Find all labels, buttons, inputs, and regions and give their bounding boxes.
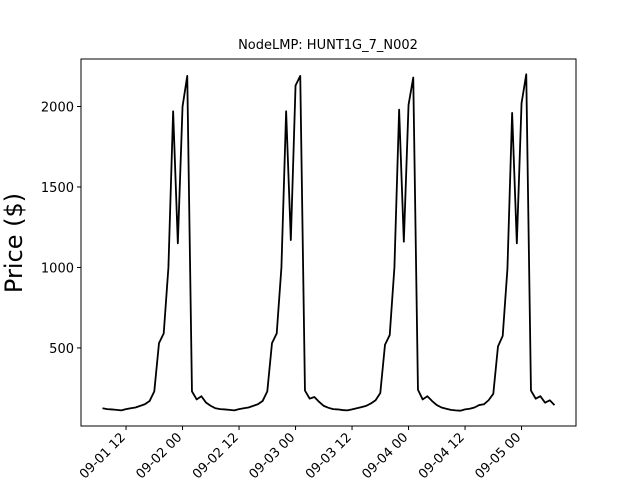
y-tick-label: 500 — [49, 342, 74, 357]
y-tick-label: 1500 — [41, 181, 74, 196]
y-tick-label: 2000 — [41, 100, 74, 115]
x-tick-label: 09-03 00 — [246, 430, 298, 480]
x-tick-label: 09-02 12 — [190, 430, 242, 480]
price-line — [102, 73, 556, 412]
x-tick-label: 09-04 00 — [359, 430, 411, 480]
plot-frame — [80, 58, 577, 427]
x-tick-label: 09-05 00 — [472, 430, 524, 480]
x-tick-label: 09-03 12 — [303, 430, 355, 480]
chart-title: NodeLMP: HUNT1G_7_N002 — [238, 38, 418, 53]
x-tick-label: 09-02 00 — [133, 430, 185, 480]
y-axis-label: Price ($) — [0, 193, 28, 293]
y-tick-label: 1000 — [41, 261, 74, 276]
x-tick-label: 09-01 12 — [77, 430, 129, 480]
x-tick-label: 09-04 12 — [416, 430, 468, 480]
